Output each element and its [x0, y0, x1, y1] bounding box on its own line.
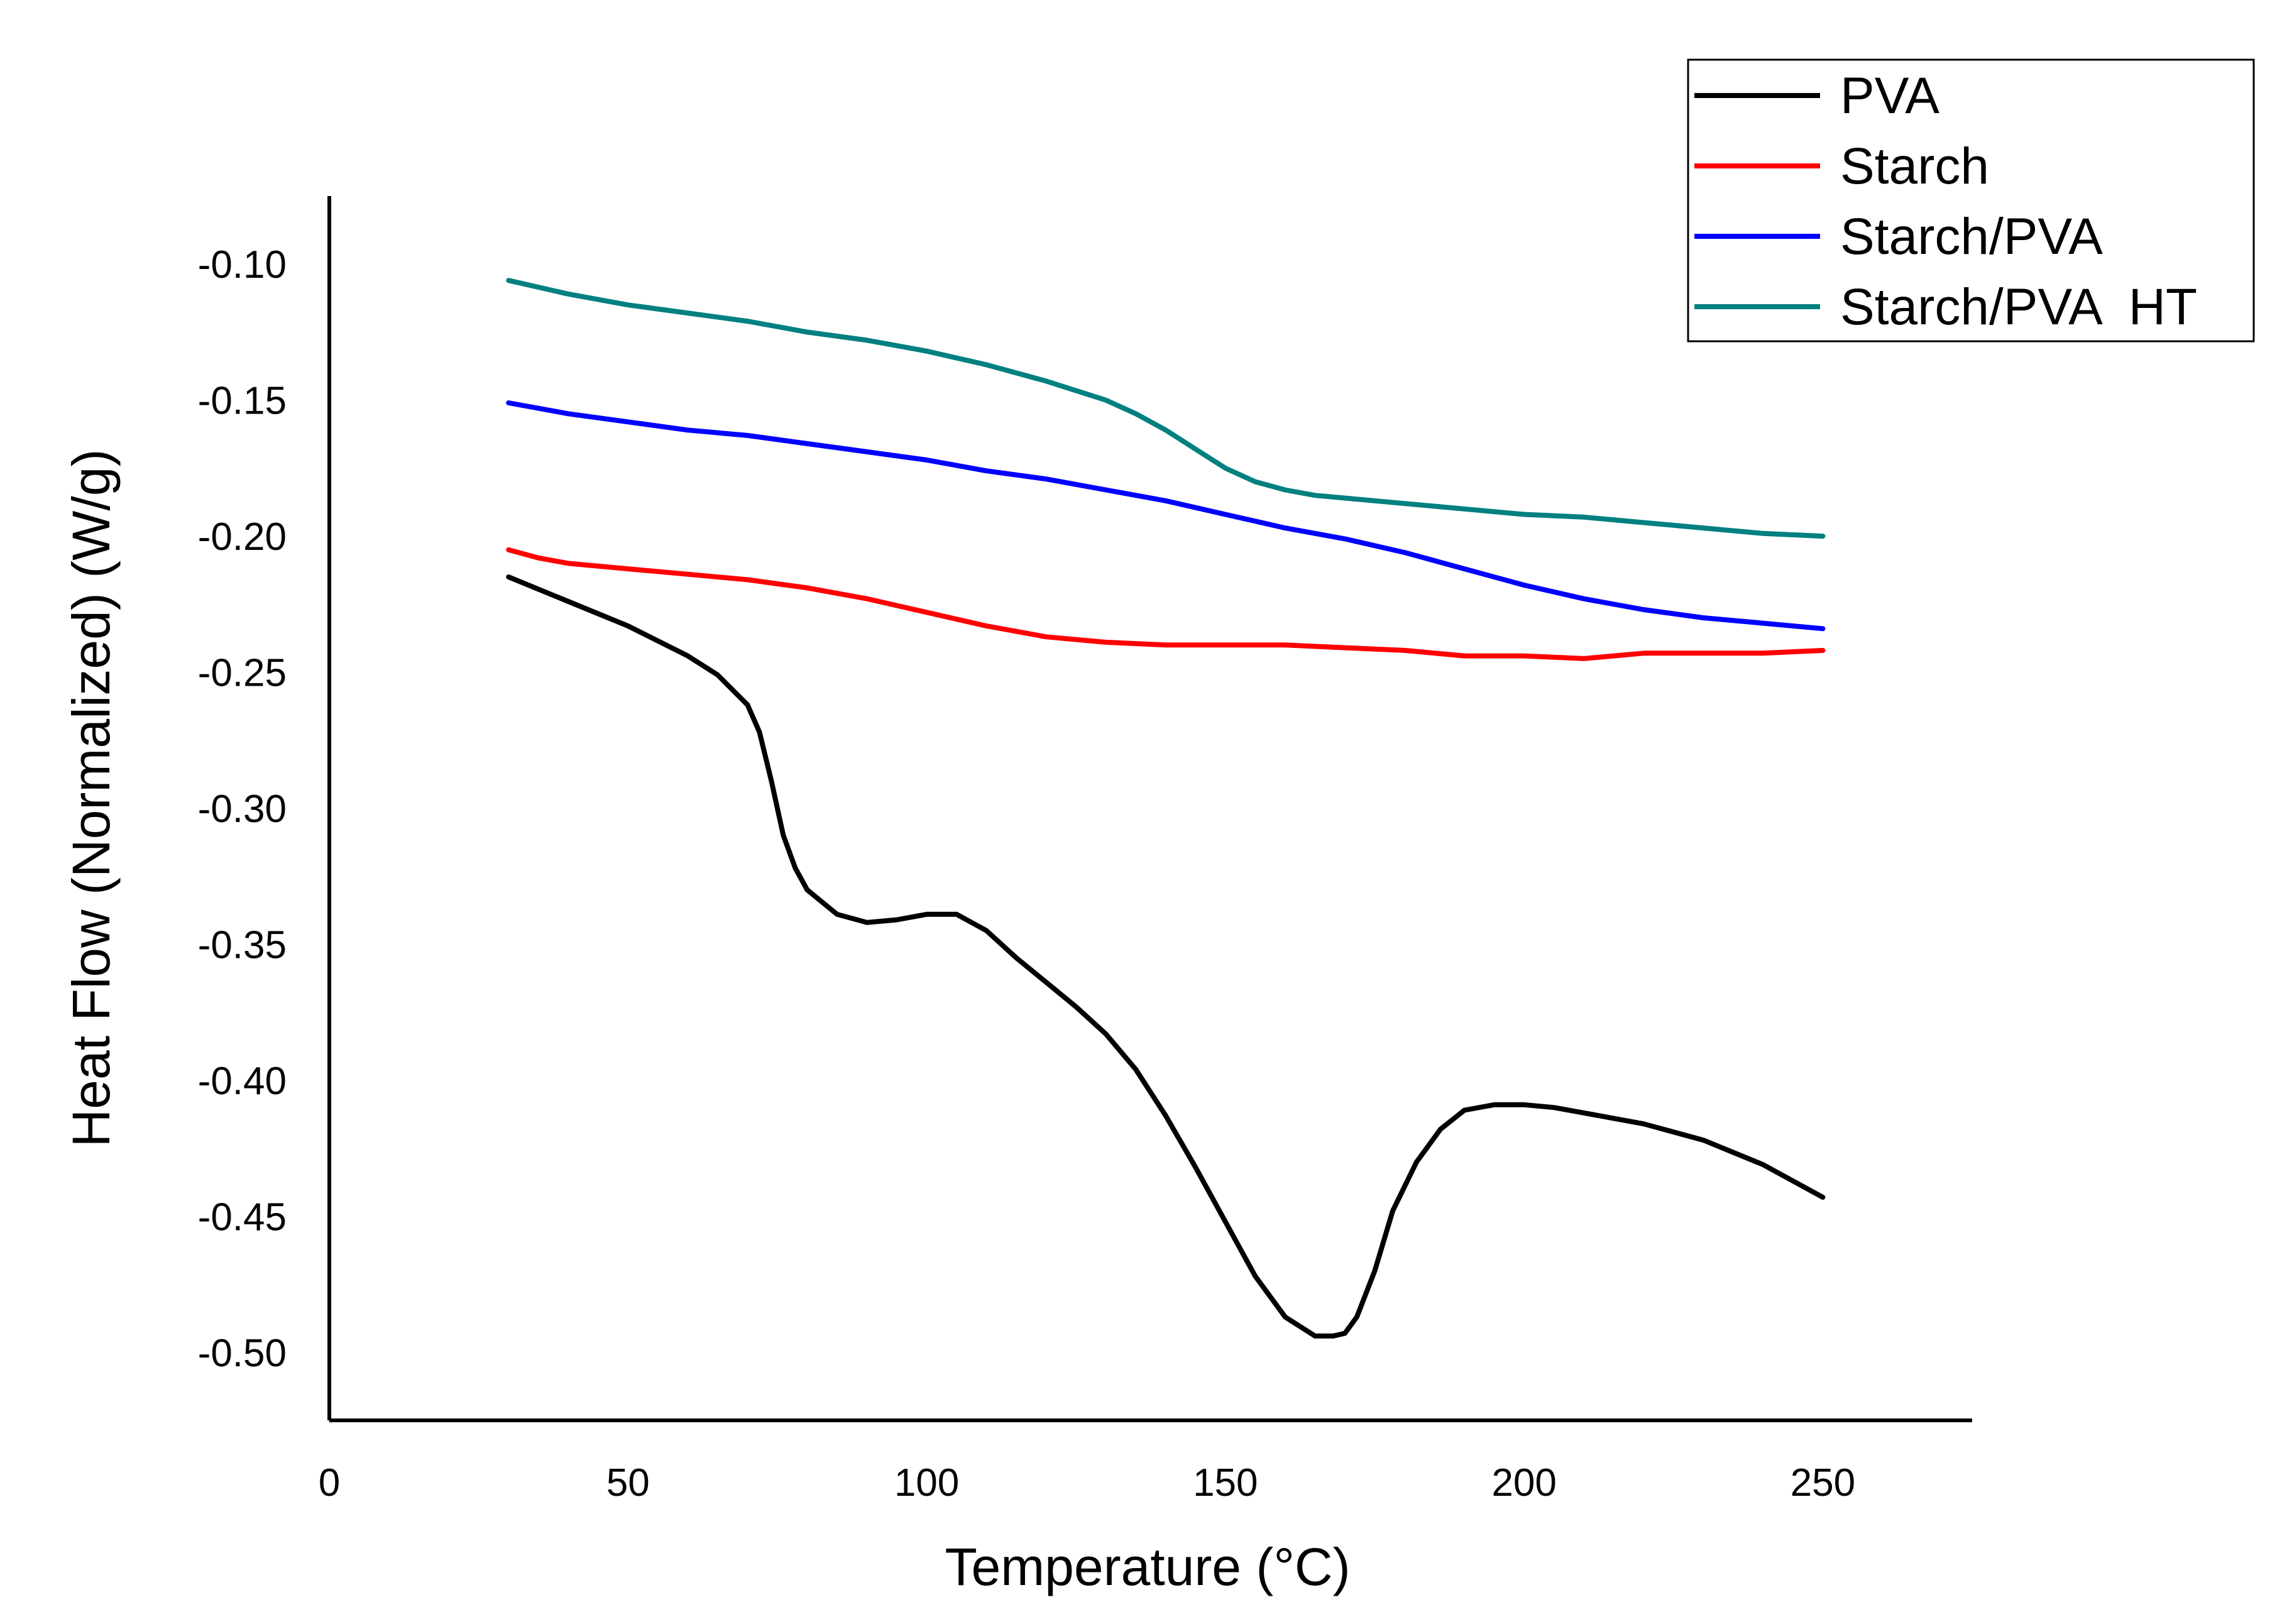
y-tick-label: -0.15 — [198, 380, 287, 423]
y-tick-label: -0.20 — [198, 515, 287, 559]
series-line-3 — [506, 278, 1826, 539]
legend-label: Starch/PVA HT — [1840, 278, 2197, 336]
series-layer — [506, 278, 1826, 1339]
legend-label: Starch/PVA — [1840, 208, 2103, 265]
series-line-1 — [506, 547, 1826, 661]
y-tick-label: -0.40 — [198, 1060, 287, 1103]
legend-entries: PVA Starch Starch/PVA Starch/PVA HT — [1694, 67, 2197, 336]
y-tick-label: -0.50 — [198, 1332, 287, 1375]
x-axis-title: Temperature (°C) — [945, 1537, 1350, 1596]
x-tick-label: 200 — [1491, 1461, 1556, 1505]
legend-label: Starch — [1840, 138, 1989, 195]
series-line-2 — [506, 400, 1826, 632]
x-tick-label: 100 — [894, 1461, 959, 1505]
y-tick-label: -0.30 — [198, 787, 287, 831]
x-tick-label: 50 — [606, 1461, 650, 1505]
y-tick-label: -0.35 — [198, 923, 287, 967]
y-tick-label: -0.10 — [198, 243, 287, 287]
y-axis-title: Heat Flow (Normalized) (W/g) — [62, 449, 121, 1148]
y-ticks: -0.10 -0.15 -0.20 -0.25 -0.30 -0.35 -0.40 -0.45… — [198, 243, 287, 1375]
x-tick-label: 150 — [1193, 1461, 1258, 1505]
x-tick-label: 250 — [1791, 1461, 1855, 1505]
y-tick-label: -0.25 — [198, 652, 287, 695]
x-tick-label: 0 — [319, 1461, 340, 1505]
x-ticks: 0 50 100 150 200 250 — [319, 1461, 1855, 1505]
axes: 0 50 100 150 200 250 -0.10 -0.15 -0.20 -0.25 -0.3… — [198, 196, 1972, 1505]
legend-label: PVA — [1840, 67, 1939, 124]
series-line-0 — [506, 574, 1826, 1339]
legend: PVA Starch Starch/PVA Starch/PVA HT — [1687, 58, 2255, 343]
y-tick-label: -0.45 — [198, 1195, 287, 1239]
legend-box — [1687, 58, 2255, 343]
